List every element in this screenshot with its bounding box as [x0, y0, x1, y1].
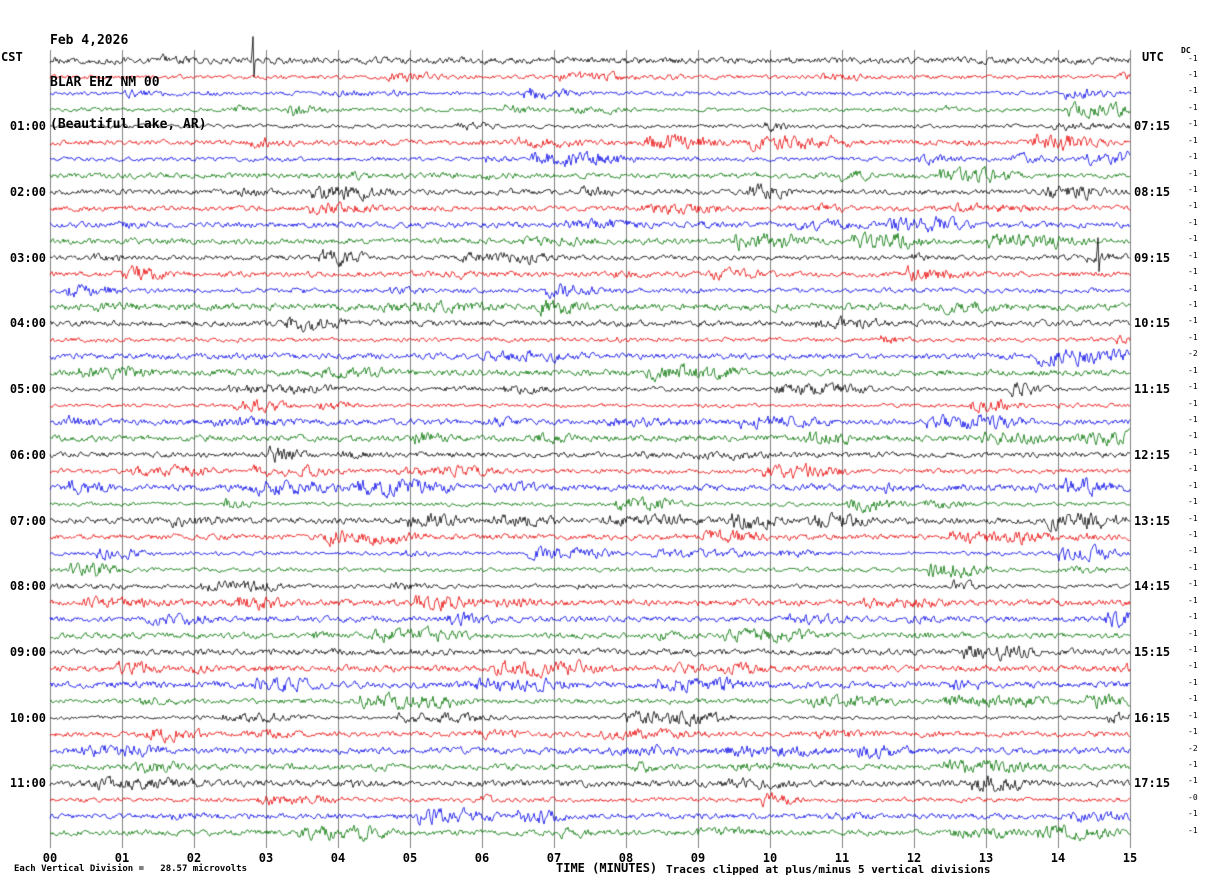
- trace-gain-label: -1: [1188, 135, 1198, 145]
- trace-gain-label: -1: [1188, 69, 1198, 79]
- trace-gain-label: -1: [1188, 398, 1198, 408]
- trace-gain-label: -1: [1188, 710, 1198, 720]
- trace-gain-label: -1: [1188, 332, 1198, 342]
- trace-gain-label: -1: [1188, 595, 1198, 605]
- trace-gain-label: -1: [1188, 53, 1198, 63]
- trace-gain-label: -1: [1188, 776, 1198, 786]
- trace-gain-label: -1: [1188, 546, 1198, 556]
- trace-gain-label: -1: [1188, 644, 1198, 654]
- trace-gain-label: -1: [1188, 480, 1198, 490]
- trace-gain-label: -1: [1188, 365, 1198, 375]
- right-hour-label: 11:15: [1134, 382, 1171, 397]
- trace-gain-label: -1: [1188, 579, 1198, 589]
- right-hour-label: 08:15: [1134, 184, 1171, 199]
- trace-gain-label: -1: [1188, 661, 1198, 671]
- right-hour-label: 12:15: [1134, 447, 1171, 462]
- trace-gain-label: -1: [1188, 250, 1198, 260]
- trace-gain-label: -1: [1188, 283, 1198, 293]
- right-hour-label: 10:15: [1134, 316, 1171, 331]
- trace-gain-label: -1: [1188, 513, 1198, 523]
- trace-gain-label: -1: [1188, 431, 1198, 441]
- left-hour-label: 08:00: [9, 579, 46, 594]
- x-tick-label: 04: [330, 851, 346, 865]
- x-tick-label: 01: [114, 851, 130, 865]
- vertical-division-scale-note: Each Vertical Division = 28.57 microvolt…: [14, 864, 247, 874]
- trace-gain-label: -1: [1188, 86, 1198, 96]
- trace-gain-label: -1: [1188, 529, 1198, 539]
- left-hour-label: 09:00: [9, 644, 46, 659]
- right-hour-label: 14:15: [1134, 579, 1171, 594]
- left-hour-label: 05:00: [9, 382, 46, 397]
- trace-gain-label: -1: [1188, 612, 1198, 622]
- x-tick-label: 08: [618, 851, 634, 865]
- trace-gain-label: -0: [1188, 792, 1198, 802]
- trace-gain-label: -1: [1188, 727, 1198, 737]
- x-tick-label: 12: [906, 851, 922, 865]
- x-tick-label: 11: [834, 851, 850, 865]
- trace-gain-label: -1: [1188, 447, 1198, 457]
- x-tick-label: 14: [1050, 851, 1066, 865]
- right-hour-label: 16:15: [1134, 710, 1171, 725]
- header-station-location: (Beautiful Lake, AR): [50, 117, 207, 132]
- x-tick-label: 00: [42, 851, 58, 865]
- left-hour-label: 06:00: [9, 447, 46, 462]
- x-tick-label: 07: [546, 851, 562, 865]
- trace-gain-label: -1: [1188, 184, 1198, 194]
- right-hour-label: 13:15: [1134, 513, 1171, 528]
- trace-gain-label: -1: [1188, 201, 1198, 211]
- left-hour-label: 04:00: [9, 316, 46, 331]
- left-timezone-label: CST: [1, 50, 23, 64]
- dc-offset-label: DC: [1181, 46, 1191, 55]
- trace-gain-label: -1: [1188, 464, 1198, 474]
- x-axis-title: TIME (MINUTES): [556, 861, 658, 875]
- trace-gain-label: -1: [1188, 414, 1198, 424]
- x-tick-label: 03: [258, 851, 274, 865]
- left-hour-label: 10:00: [9, 710, 46, 725]
- x-tick-label: 10: [762, 851, 778, 865]
- trace-gain-label: -2: [1188, 743, 1198, 753]
- trace-gain-label: -1: [1188, 825, 1198, 835]
- trace-gain-label: -2: [1188, 349, 1198, 359]
- left-hour-label: 01:00: [9, 119, 46, 134]
- trace-gain-label: -1: [1188, 677, 1198, 687]
- right-hour-label: 15:15: [1134, 644, 1171, 659]
- trace-gain-label: -1: [1188, 299, 1198, 309]
- trace-gain-label: -1: [1188, 217, 1198, 227]
- trace-gain-label: -1: [1188, 628, 1198, 638]
- x-tick-label: 06: [474, 851, 490, 865]
- trace-gain-label: -1: [1188, 694, 1198, 704]
- x-tick-label: 05: [402, 851, 418, 865]
- left-hour-label: 03:00: [9, 250, 46, 265]
- trace-gain-label: -1: [1188, 102, 1198, 112]
- x-tick-label: 09: [690, 851, 706, 865]
- right-hour-label: 07:15: [1134, 119, 1171, 134]
- left-hour-label: 02:00: [9, 184, 46, 199]
- clipping-note: Traces clipped at plus/minus 5 vertical …: [666, 863, 991, 876]
- header-date: Feb 4,2026: [50, 33, 129, 48]
- left-hour-label: 11:00: [9, 776, 46, 791]
- x-tick-label: 02: [186, 851, 202, 865]
- trace-gain-label: -1: [1188, 759, 1198, 769]
- trace-gain-label: -1: [1188, 316, 1198, 326]
- trace-gain-label: -1: [1188, 119, 1198, 129]
- x-tick-label: 13: [978, 851, 994, 865]
- header-station-id: BLAR EHZ NM 00: [50, 75, 160, 90]
- trace-gain-label: -1: [1188, 809, 1198, 819]
- trace-gain-label: -1: [1188, 234, 1198, 244]
- trace-gain-label: -1: [1188, 267, 1198, 277]
- trace-gain-label: -1: [1188, 497, 1198, 507]
- right-timezone-label: UTC: [1142, 50, 1164, 64]
- trace-gain-label: -1: [1188, 168, 1198, 178]
- trace-gain-label: -1: [1188, 562, 1198, 572]
- right-hour-label: 09:15: [1134, 250, 1171, 265]
- trace-gain-label: -1: [1188, 382, 1198, 392]
- right-hour-label: 17:15: [1134, 776, 1171, 791]
- x-tick-label: 15: [1122, 851, 1138, 865]
- header: Feb 4,2026 BLAR EHZ NM 00 (Beautiful Lak…: [50, 6, 207, 146]
- left-hour-label: 07:00: [9, 513, 46, 528]
- trace-gain-label: -1: [1188, 152, 1198, 162]
